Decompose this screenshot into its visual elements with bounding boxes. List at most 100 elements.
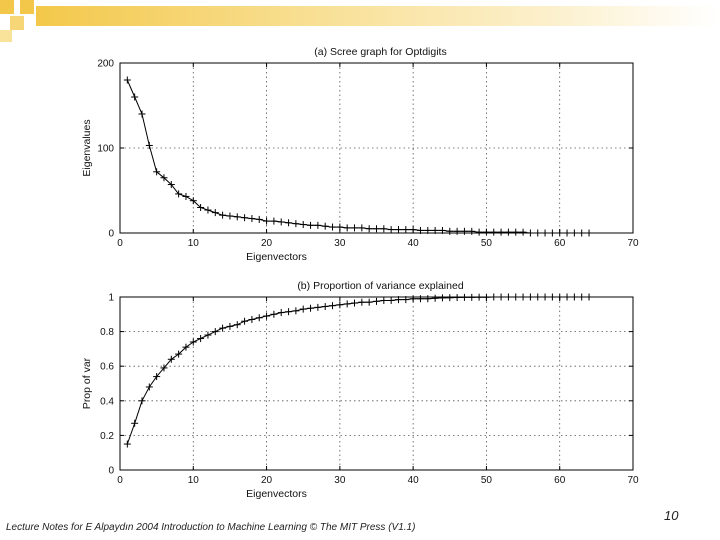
data-point-marker	[446, 227, 454, 235]
data-point-marker	[460, 293, 468, 301]
data-point-marker	[424, 295, 432, 303]
data-point-marker	[343, 224, 351, 232]
x-axis-label: Eigenvectors	[246, 251, 307, 263]
data-point-marker	[526, 229, 534, 237]
data-point-marker	[226, 322, 234, 330]
data-point-marker	[402, 226, 410, 234]
data-point-marker	[438, 294, 446, 302]
x-tick-label: 50	[481, 475, 493, 486]
data-point-marker	[512, 228, 520, 236]
data-point-marker	[145, 383, 153, 391]
data-point-marker	[409, 295, 417, 303]
data-point-marker	[248, 315, 256, 323]
data-point-marker	[307, 221, 315, 229]
data-point-marker	[563, 293, 571, 301]
data-point-marker	[189, 197, 197, 205]
deco-square	[0, 0, 14, 14]
data-point-marker	[351, 299, 359, 307]
x-tick-label: 70	[627, 475, 639, 486]
data-point-marker	[446, 294, 454, 302]
data-point-marker	[453, 294, 461, 302]
data-point-marker	[563, 229, 571, 237]
x-tick-label: 70	[627, 238, 639, 249]
data-point-marker	[299, 305, 307, 313]
data-point-marker	[358, 224, 366, 232]
variance-explained-chart: 0 10 20 30 40 50 60 70 0 0.2 0.4 0.6 0.8 1 (b) Proport…	[81, 280, 639, 500]
data-point-marker	[189, 338, 197, 346]
data-point-marker	[197, 204, 205, 211]
data-point-marker	[233, 321, 241, 329]
y-tick-label: 100	[97, 144, 114, 155]
data-point-marker	[314, 221, 322, 229]
data-point-marker	[380, 225, 388, 233]
data-point-marker	[307, 304, 315, 312]
x-tick-label: 60	[554, 238, 566, 249]
data-point-marker	[490, 293, 498, 301]
data-point-marker	[497, 293, 505, 301]
y-tick-label: 0	[108, 466, 114, 477]
data-point-marker	[343, 300, 351, 308]
data-point-marker	[219, 324, 227, 332]
data-point-marker	[585, 229, 593, 237]
data-point-marker	[387, 296, 395, 304]
data-point-marker	[475, 293, 483, 301]
series-line	[126, 296, 589, 445]
data-point-marker	[548, 293, 556, 301]
data-point-marker	[409, 226, 417, 234]
deco-square	[10, 16, 24, 30]
x-tick-label: 40	[408, 238, 420, 249]
data-point-marker	[548, 229, 556, 237]
x-tick-label: 40	[408, 475, 420, 486]
data-point-marker	[270, 217, 278, 225]
data-point-marker	[167, 181, 175, 189]
data-point-marker	[519, 293, 527, 301]
y-tick-label: 0.4	[100, 396, 114, 407]
data-point-marker	[526, 293, 534, 301]
data-point-marker	[534, 229, 542, 237]
data-point-marker	[255, 215, 263, 223]
x-tick-label: 10	[188, 475, 200, 486]
data-point-marker	[329, 223, 337, 231]
data-point-marker	[336, 301, 344, 309]
scree-graph-chart: 0 10 20 30 40 50 60 70 0 100 200 (a) Scree graph fo…	[81, 46, 639, 263]
footer-citation: Lecture Notes for E Alpaydın 2004 Introd…	[6, 522, 416, 533]
data-point-marker	[211, 209, 219, 217]
data-point-marker	[131, 419, 139, 427]
x-tick-label: 60	[554, 475, 566, 486]
data-point-marker	[394, 226, 402, 234]
deco-square	[20, 0, 34, 14]
data-point-marker	[329, 302, 337, 310]
data-point-marker	[497, 228, 505, 236]
data-point-marker	[534, 293, 542, 301]
data-point-marker	[292, 307, 300, 315]
data-point-marker	[578, 229, 586, 237]
data-point-marker	[438, 226, 446, 234]
chart-title: (b) Proportion of variance explained	[297, 280, 464, 292]
data-point-marker	[255, 314, 263, 322]
data-point-marker	[182, 192, 190, 200]
data-point-marker	[351, 224, 359, 232]
data-point-marker	[226, 212, 234, 220]
data-point-marker	[285, 219, 293, 227]
x-tick-label: 30	[334, 475, 346, 486]
data-point-marker	[131, 93, 139, 101]
data-point-marker	[519, 228, 527, 236]
data-point-marker	[211, 328, 219, 336]
data-point-marker	[504, 228, 512, 236]
y-tick-label: 0	[108, 229, 114, 240]
data-point-marker	[321, 303, 329, 311]
data-point-marker	[578, 293, 586, 301]
data-point-marker	[175, 350, 183, 358]
data-point-marker	[270, 310, 278, 318]
data-point-marker	[570, 229, 578, 237]
data-point-marker	[541, 293, 549, 301]
data-point-marker	[373, 225, 380, 233]
data-point-marker	[175, 190, 183, 198]
data-point-marker	[460, 227, 468, 235]
data-point-marker	[431, 226, 439, 234]
x-tick-label: 20	[261, 238, 273, 249]
data-point-marker	[285, 308, 293, 316]
y-tick-label: 0.8	[100, 327, 114, 338]
x-tick-label: 20	[261, 475, 273, 486]
data-point-marker	[380, 296, 388, 304]
